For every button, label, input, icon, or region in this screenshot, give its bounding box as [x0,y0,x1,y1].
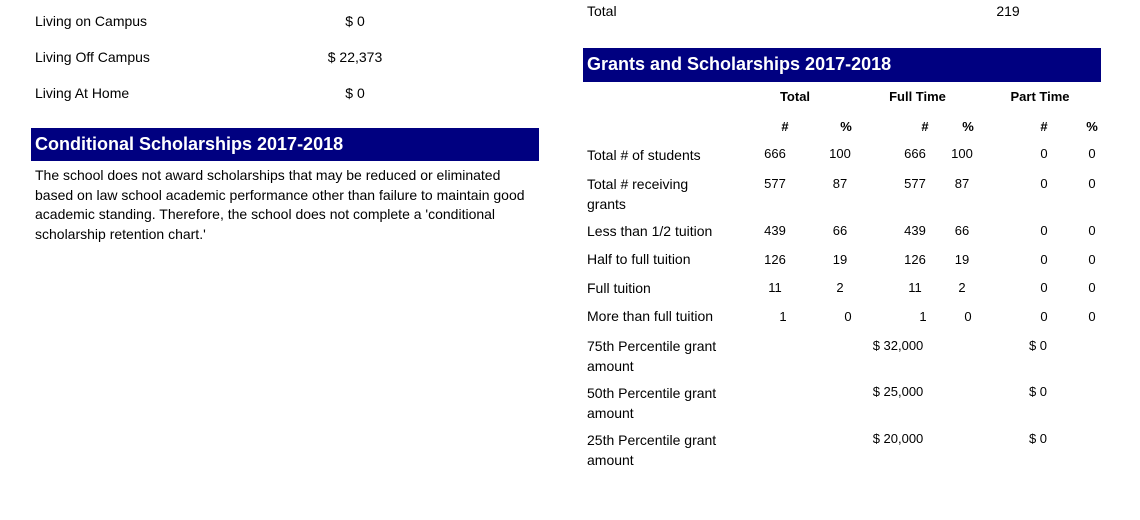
living-off-campus-label: Living Off Campus [35,49,150,65]
cell: 1 [779,309,787,324]
cell: 11 [908,280,922,295]
subheader-part-time-count: # [1040,119,1048,134]
cell: 0 [1088,252,1096,267]
cell: 666 [904,146,926,161]
cell: 19 [832,252,848,267]
total-label: Total [587,3,617,19]
cell: 126 [764,252,786,267]
living-on-campus-value: $ 0 [345,13,365,29]
living-at-home-value: $ 0 [345,85,365,101]
cell: $ 20,000 [872,431,924,446]
row-label: Less than 1/2 tuition [587,223,713,239]
cell: 0 [1088,146,1096,161]
row-label: 25th Percentile grant amount [587,432,717,468]
cell: $ 32,000 [872,338,924,353]
cell: $ 0 [1028,384,1048,399]
row-label: Total # of students [587,147,701,163]
subheader-part-time-percent: % [1086,119,1098,134]
cell: 0 [1088,280,1096,295]
cell: 0 [1088,309,1096,324]
subheader-full-time-percent: % [962,119,974,134]
subheader-full-time-count: # [921,119,929,134]
cell: 100 [951,146,973,161]
cell: 577 [764,176,786,191]
cell: $ 0 [1028,431,1048,446]
living-at-home-label: Living At Home [35,85,130,101]
cell: 0 [1040,223,1048,238]
column-group-total: Total [779,89,811,104]
cell: 100 [829,146,851,161]
cell: 666 [764,146,786,161]
subheader-total-percent: % [840,119,852,134]
row-label: Total # receiving grants [587,176,689,212]
cell: 0 [1040,176,1048,191]
row-label: 50th Percentile grant amount [587,385,717,421]
cell: 66 [954,223,970,238]
subheader-total-count: # [781,119,789,134]
cell: 126 [904,252,926,267]
cell: 19 [954,252,970,267]
living-on-campus-label: Living on Campus [35,13,148,29]
row-label: More than full tuition [587,308,714,324]
cell: 66 [832,223,848,238]
grants-scholarships-heading: Grants and Scholarships 2017-2018 [583,48,1101,82]
cell: 2 [836,280,844,295]
cell: 0 [1040,146,1048,161]
column-group-part-time: Part Time [1010,89,1070,104]
cell: 2 [958,280,966,295]
conditional-scholarships-heading: Conditional Scholarships 2017-2018 [31,128,539,161]
cell: 0 [1088,176,1096,191]
cell: 0 [1040,252,1048,267]
total-value: 219 [996,3,1020,19]
cell: 87 [832,176,848,191]
cell: 0 [1040,309,1048,324]
row-label: Half to full tuition [587,251,691,267]
cell: 0 [1088,223,1096,238]
row-label: 75th Percentile grant amount [587,338,717,374]
cell: 0 [1040,280,1048,295]
cell: 1 [919,309,927,324]
cell: $ 0 [1028,338,1048,353]
column-group-full-time: Full Time [889,89,946,104]
cell: 0 [964,309,972,324]
living-off-campus-value: $ 22,373 [327,49,383,65]
row-label: Full tuition [587,280,651,296]
cell: 87 [954,176,970,191]
cell: 11 [768,280,782,295]
cell: 577 [904,176,926,191]
cell: 0 [844,309,852,324]
cell: 439 [764,223,786,238]
cell: $ 25,000 [872,384,924,399]
conditional-scholarships-text: The school does not award scholarships t… [35,167,525,242]
cell: 439 [904,223,926,238]
